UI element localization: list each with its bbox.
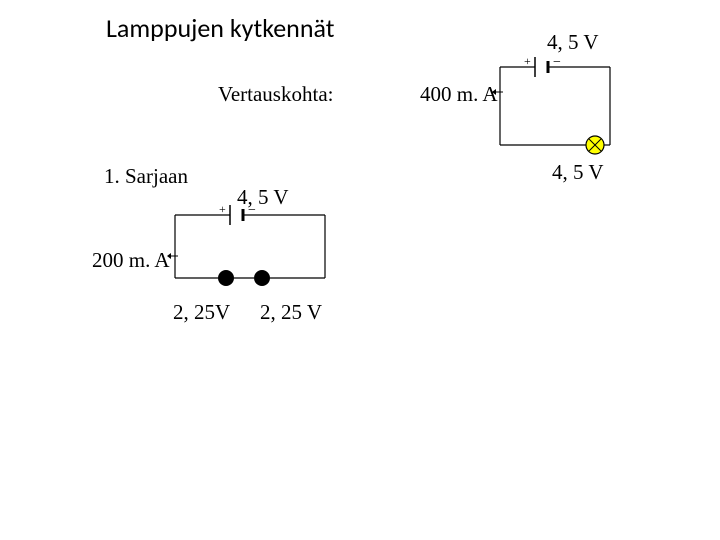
s1-lamp1-voltage: 2, 25V (173, 300, 230, 325)
ref-current-label: 400 m. A (420, 82, 498, 107)
s1-lamp2-voltage: 2, 25 V (260, 300, 322, 325)
reference-label: Vertauskohta: (218, 82, 333, 107)
svg-text:−: − (553, 55, 561, 70)
svg-text:+: + (524, 55, 531, 68)
section1-circuit: + − (165, 205, 345, 295)
page-title: Lamppujen kytkennät (106, 12, 334, 44)
s1-current-label: 200 m. A (92, 248, 170, 273)
svg-text:−: − (248, 205, 256, 218)
section1-heading: 1. Sarjaan (104, 164, 188, 189)
svg-text:+: + (219, 205, 226, 216)
reference-circuit: + − (490, 55, 630, 165)
ref-voltage-label: 4, 5 V (547, 30, 599, 55)
